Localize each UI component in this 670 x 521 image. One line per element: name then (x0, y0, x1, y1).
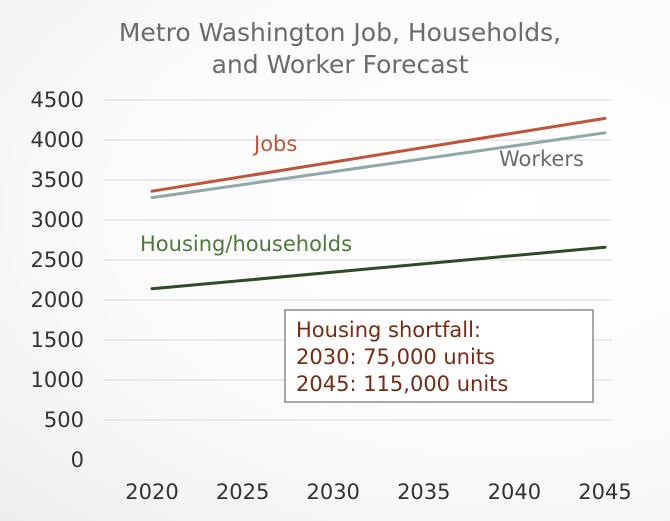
annotation-box (284, 309, 594, 403)
series-line-jobs (150, 116, 607, 193)
x-tick-label: 2020 (125, 480, 178, 504)
y-tick-label: 4500 (31, 88, 84, 112)
chart-title-line-1: Metro Washington Job, Households, (119, 18, 561, 47)
annotation-line-1: Housing shortfall: (296, 318, 481, 342)
x-axis-ticks: 2020 2025 2030 2035 2040 2045 (125, 480, 631, 504)
y-tick-label: 2000 (31, 288, 84, 312)
y-tick-label: 2500 (31, 248, 84, 272)
series-label-housing: Housing/households (140, 232, 352, 256)
gridlines (104, 99, 612, 421)
annotation-line-3: 2045: 115,000 units (296, 372, 508, 396)
y-axis-ticks: 0 500 1000 1500 2000 2500 3000 3500 4000 4500 (31, 88, 84, 472)
y-tick-label: 3500 (31, 168, 84, 192)
x-tick-label: 2035 (397, 480, 450, 504)
y-tick-label: 1500 (31, 328, 84, 352)
y-tick-label: 3000 (31, 208, 84, 232)
series-line-housing-households (150, 245, 607, 291)
annotation-line-2: 2030: 75,000 units (296, 345, 495, 369)
y-tick-label: 4000 (31, 128, 84, 152)
x-tick-label: 2025 (216, 480, 269, 504)
series-lines (150, 116, 607, 291)
y-tick-label: 500 (44, 408, 84, 432)
series-line-workers (150, 131, 607, 200)
x-tick-label: 2030 (306, 480, 359, 504)
series-label-workers: Workers (499, 147, 584, 171)
x-tick-label: 2040 (488, 480, 541, 504)
housing-shortfall-annotation: Housing shortfall: 2030: 75,000 units 20… (284, 309, 594, 403)
y-tick-label: 1000 (31, 368, 84, 392)
x-tick-label: 2045 (578, 480, 631, 504)
y-tick-label: 0 (71, 448, 84, 472)
series-label-jobs: Jobs (252, 132, 297, 156)
chart-title-line-2: and Worker Forecast (212, 50, 469, 79)
chart-title: Metro Washington Job, Households, and Wo… (119, 18, 561, 79)
series-labels: Jobs Workers Housing/households (140, 132, 584, 256)
